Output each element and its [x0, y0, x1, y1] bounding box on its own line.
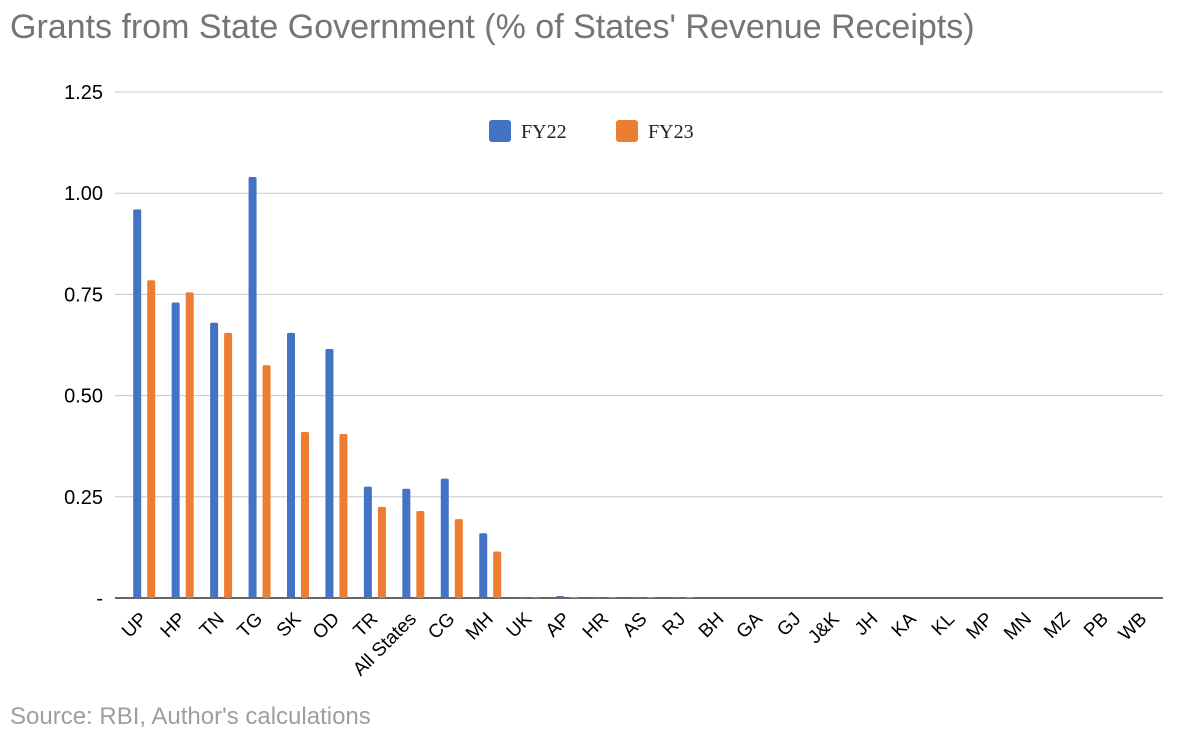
bar-fy22-tn [210, 322, 219, 598]
bar-fy22-sk [287, 332, 295, 598]
bar-fy22-up [133, 209, 142, 598]
x-tick-label: J&K [804, 608, 844, 648]
x-tick-label: RJ [659, 609, 690, 640]
gridlines [115, 91, 1163, 599]
bars [133, 177, 694, 598]
legend-swatch-fy22 [489, 120, 511, 142]
bar-fy23-cg [454, 519, 463, 598]
y-tick-label: 0.50 [64, 386, 103, 408]
bar-fy23-sk [301, 432, 309, 598]
x-tick-label: OD [309, 609, 344, 644]
y-tick-label: 1.00 [64, 183, 103, 205]
chart-title: Grants from State Government (% of State… [10, 8, 975, 46]
x-tick-label: TN [196, 609, 229, 642]
y-tick-label: 0.75 [64, 284, 103, 306]
x-tick-label: HP [157, 609, 191, 643]
x-tick-label: GJ [773, 609, 805, 641]
x-tick-label: TG [234, 609, 268, 643]
x-tick-label: UK [503, 608, 537, 642]
bar-fy22-hp [171, 302, 180, 598]
x-tick-label: GA [733, 608, 767, 642]
bar-fy23-mh [493, 551, 502, 598]
bar-fy23-all-states [416, 510, 425, 598]
x-tick-label: KA [888, 608, 921, 641]
bar-fy23-tr [377, 506, 386, 598]
bar-fy22-tg [248, 177, 257, 598]
x-tick-label: AS [619, 609, 652, 642]
x-tick-label: KL [928, 609, 959, 640]
legend-swatch-fy23 [616, 120, 638, 142]
x-tick-label: WB [1115, 609, 1151, 645]
bar-fy22-hr [594, 597, 603, 598]
bar-fy22-all-states [402, 488, 411, 598]
y-tick-label: 1.25 [64, 82, 103, 104]
bar-fy22-rj [671, 597, 680, 598]
x-tick-label: BH [695, 609, 729, 643]
x-tick-label: AP [542, 609, 575, 642]
bar-fy23-tg [262, 365, 271, 598]
x-tick-label: HR [579, 609, 613, 643]
bar-fy23-up [147, 280, 156, 598]
x-tick-label: MN [1000, 609, 1036, 645]
x-tick-label: PB [1080, 609, 1113, 642]
bar-fy22-uk [517, 597, 526, 598]
y-axis-ticks: - 0.25 0.50 0.75 1.00 1.25 [64, 82, 103, 610]
y-tick-label: 0.25 [64, 487, 103, 509]
x-tick-label: SK [273, 608, 306, 641]
bar-fy23-ap [570, 597, 579, 598]
bar-fy23-rj [685, 597, 694, 598]
source-note: Source: RBI, Author's calculations [10, 703, 371, 730]
bar-fy22-as [633, 597, 641, 598]
bar-fy23-od [339, 434, 348, 598]
bar-fy22-tr [363, 486, 372, 598]
x-tick-label: UP [118, 609, 152, 643]
legend: FY22 FY23 [489, 120, 694, 143]
bar-fy23-hp [185, 292, 194, 598]
bar-fy22-ap [556, 595, 565, 598]
x-tick-label: MZ [1040, 608, 1075, 643]
bar-fy23-as [647, 597, 655, 598]
bar-fy22-od [325, 349, 334, 598]
bar-fy22-cg [440, 478, 449, 598]
bar-fy23-hr [608, 597, 617, 598]
x-tick-label: MH [462, 609, 498, 645]
x-tick-label: JH [851, 609, 882, 640]
legend-label-fy23: FY23 [648, 121, 694, 143]
y-tick-label: - [96, 588, 103, 610]
x-tick-label: MP [963, 609, 998, 644]
legend-label-fy22: FY22 [521, 121, 567, 143]
x-tick-label: CG [424, 609, 459, 644]
bar-fy22-mh [479, 533, 488, 598]
bar-fy23-tn [224, 332, 233, 598]
